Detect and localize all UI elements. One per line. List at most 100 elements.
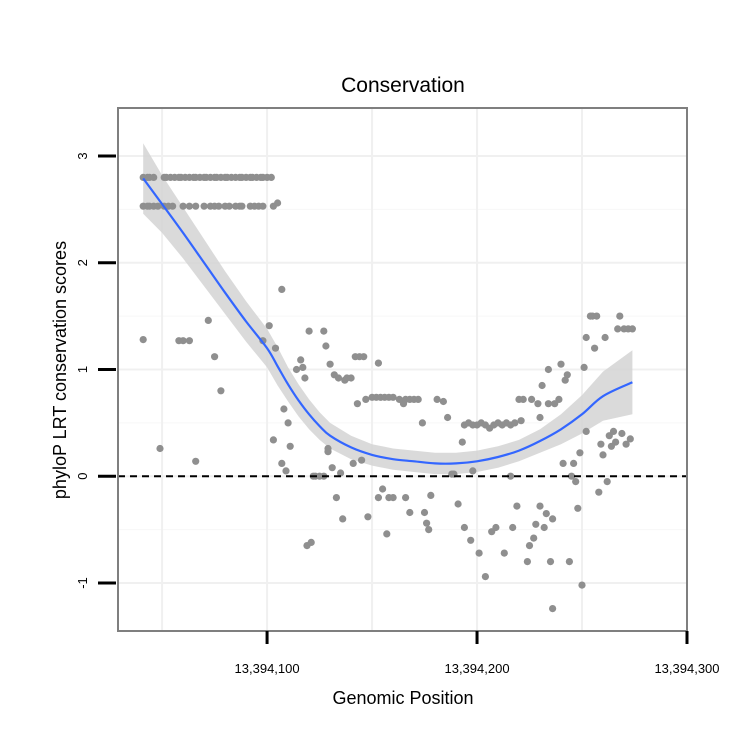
x-tick-label: 13,394,200	[444, 661, 509, 676]
data-point	[580, 363, 588, 371]
data-point	[265, 322, 273, 330]
data-point	[402, 494, 410, 502]
data-point	[185, 337, 193, 345]
data-point	[423, 519, 431, 527]
data-point	[549, 515, 557, 523]
data-point	[614, 325, 622, 333]
data-point	[544, 400, 553, 408]
data-point	[217, 387, 225, 395]
data-point	[322, 342, 330, 350]
data-point	[536, 502, 544, 510]
data-point	[139, 336, 147, 344]
data-point	[574, 504, 582, 512]
data-point	[481, 573, 489, 581]
data-point	[528, 395, 536, 403]
x-tick-label: 13,394,100	[235, 661, 300, 676]
data-point	[557, 360, 565, 368]
data-point	[215, 202, 223, 210]
data-point	[280, 405, 288, 413]
data-point	[519, 395, 527, 403]
data-point	[549, 605, 557, 613]
data-point	[536, 413, 544, 422]
data-point	[269, 436, 277, 444]
confidence-ribbon	[143, 143, 633, 475]
data-point	[475, 549, 483, 557]
data-point	[500, 549, 508, 557]
data-point	[299, 363, 307, 371]
data-point	[278, 459, 286, 467]
data-point	[597, 440, 605, 448]
data-point	[360, 353, 368, 361]
data-point	[278, 285, 286, 293]
x-axis-title: Genomic Position	[332, 688, 473, 708]
y-tick-label: 3	[75, 152, 90, 159]
data-point	[601, 333, 609, 342]
data-point	[563, 371, 571, 379]
plot-border	[117, 107, 688, 632]
data-point	[353, 400, 361, 408]
data-point	[542, 509, 550, 518]
data-point	[204, 316, 212, 324]
grid-lines	[118, 108, 687, 631]
data-point	[467, 536, 475, 544]
data-point	[179, 202, 187, 210]
data-point	[320, 327, 328, 335]
data-points	[139, 173, 637, 613]
data-point	[517, 417, 525, 425]
data-point	[274, 199, 282, 207]
data-point	[544, 365, 553, 374]
data-point	[169, 202, 177, 210]
data-point	[179, 337, 187, 345]
data-point	[301, 374, 309, 382]
data-point	[334, 374, 343, 382]
y-tick-label: 0	[75, 473, 90, 480]
data-point	[420, 508, 429, 517]
data-point	[433, 395, 441, 403]
data-point	[555, 395, 563, 403]
data-point	[591, 344, 599, 352]
data-point	[469, 467, 477, 475]
data-point	[307, 538, 315, 547]
data-point	[339, 515, 347, 523]
data-point	[297, 356, 305, 364]
data-point	[200, 202, 208, 210]
data-point	[150, 173, 158, 181]
data-point	[211, 353, 219, 361]
data-point	[324, 448, 332, 456]
data-point	[389, 494, 397, 502]
data-point	[530, 534, 538, 542]
data-point	[511, 419, 519, 427]
data-point	[546, 558, 555, 566]
y-axis-title: phyloP LRT conservation scores	[50, 241, 70, 499]
data-point	[593, 312, 601, 320]
data-point	[305, 327, 313, 335]
data-point	[286, 442, 294, 450]
data-point	[626, 435, 634, 443]
data-point	[374, 494, 382, 502]
confidence-band	[143, 143, 633, 475]
data-point	[576, 449, 584, 457]
data-point	[427, 491, 435, 499]
data-point	[326, 360, 334, 368]
data-point	[192, 457, 200, 465]
data-point	[561, 376, 569, 384]
data-point	[379, 485, 387, 493]
data-point	[439, 397, 447, 406]
data-point	[225, 202, 233, 210]
data-point	[525, 542, 534, 550]
data-point	[523, 558, 532, 566]
data-point	[337, 469, 345, 477]
data-point	[332, 494, 340, 502]
data-point	[364, 513, 372, 521]
data-point	[383, 530, 391, 538]
data-point	[492, 523, 500, 532]
data-point	[238, 202, 246, 210]
y-tick-label: 1	[75, 366, 90, 373]
x-tick-label: 13,394,300	[654, 661, 719, 676]
data-point	[154, 202, 162, 210]
data-point	[347, 374, 355, 382]
data-point	[540, 523, 548, 532]
data-point	[185, 202, 193, 210]
data-point	[358, 456, 366, 464]
